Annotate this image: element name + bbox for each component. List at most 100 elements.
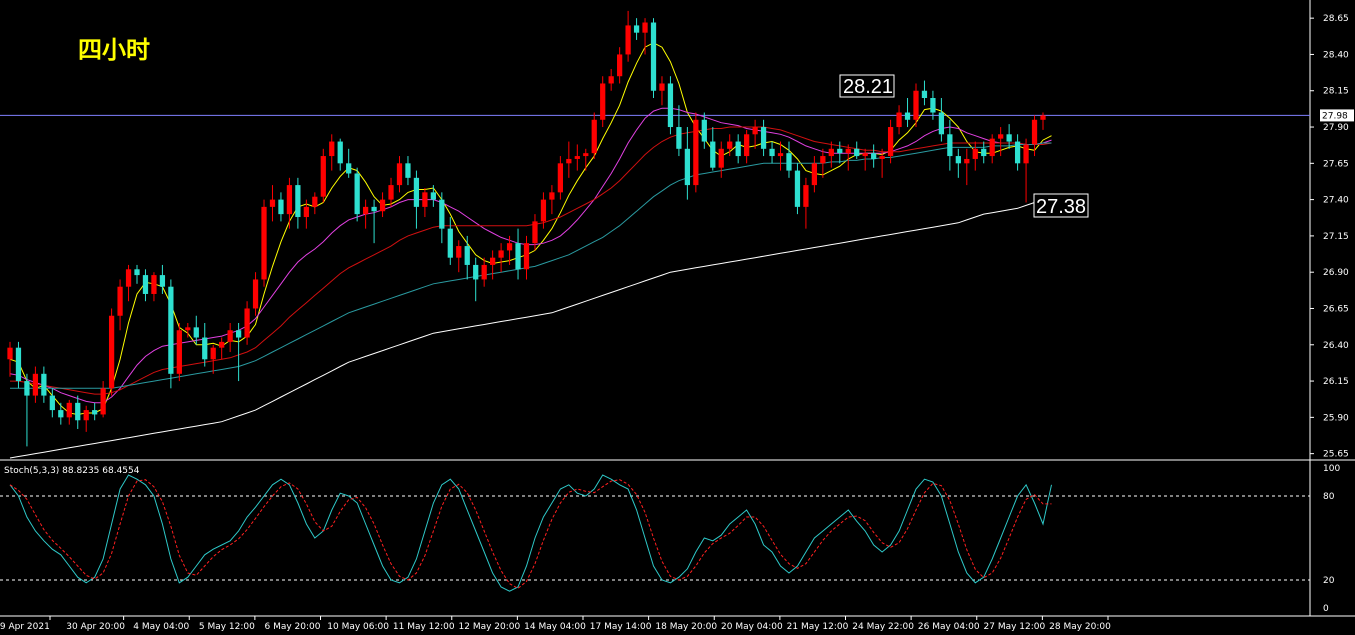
candle <box>286 177 293 229</box>
candle <box>904 98 911 128</box>
candle <box>540 192 547 229</box>
stoch-title: Stoch(5,3,3) 88.8235 68.4554 <box>4 466 140 476</box>
candle-body <box>117 286 123 316</box>
stoch-main-line <box>9 474 1052 592</box>
candle-body <box>871 153 877 159</box>
candle-body <box>837 148 843 154</box>
candle <box>659 76 665 106</box>
candle-body <box>735 141 741 157</box>
candle <box>405 156 411 186</box>
candle-body <box>515 243 521 270</box>
stochastic-pane: 100 80 20 0 <box>0 464 1340 614</box>
candle-body <box>142 275 149 294</box>
time-tick-label: 26 May 04:00 <box>918 622 980 632</box>
price-axis: 28.65 28.40 28.15 27.90 27.65 27.40 27.15 26.90… <box>1310 14 1354 460</box>
candle-body <box>329 141 335 157</box>
candle <box>388 177 394 207</box>
candle <box>413 170 420 229</box>
candle <box>125 264 132 302</box>
candle <box>371 199 377 244</box>
candle <box>769 141 775 164</box>
candle <box>219 337 225 360</box>
price-tick-label: 26.65 <box>1323 304 1349 314</box>
price-tick-label: 25.90 <box>1323 413 1349 423</box>
candle-body <box>701 119 707 142</box>
candle <box>693 112 699 193</box>
candle <box>142 269 149 302</box>
candle <box>176 323 182 382</box>
candlestick-series <box>7 10 1046 447</box>
candle <box>193 315 199 345</box>
candle-body <box>396 163 403 186</box>
candle <box>811 156 818 193</box>
candle-body <box>938 112 945 135</box>
candle-body <box>269 199 276 207</box>
candle <box>134 264 140 284</box>
candle-body <box>7 347 13 360</box>
candle-body <box>744 134 750 157</box>
candle-body <box>481 264 487 280</box>
candle-body <box>422 192 428 207</box>
stoch-tick-label: 20 <box>1323 576 1335 586</box>
candle <box>227 323 233 353</box>
time-tick-label: 10 May 06:00 <box>327 622 389 632</box>
candle-body <box>49 395 55 411</box>
time-tick-label: 12 May 20:00 <box>459 622 521 632</box>
candle-body <box>388 185 394 200</box>
candle-body <box>718 148 724 168</box>
candle <box>625 10 631 62</box>
candle-body <box>261 206 267 280</box>
candle <box>591 112 597 159</box>
candle-body <box>66 402 72 418</box>
candle-body <box>583 153 589 157</box>
candle-body <box>803 185 809 207</box>
stoch-tick-label: 80 <box>1323 492 1335 502</box>
candle-body <box>108 315 115 389</box>
candle <box>752 119 758 149</box>
low-price-annotation: 27.38 <box>1033 193 1089 218</box>
candle-body <box>312 196 318 207</box>
candle-body <box>828 148 834 157</box>
candle <box>557 156 563 200</box>
candle-body <box>574 156 580 159</box>
candle-body <box>921 90 928 98</box>
candle <box>32 366 39 403</box>
candle <box>15 341 22 389</box>
price-tick-label: 28.15 <box>1323 87 1349 97</box>
candle-body <box>379 199 386 212</box>
candle <box>185 323 191 338</box>
candle-body <box>202 337 208 360</box>
candle <box>786 141 792 178</box>
candle <box>854 141 860 159</box>
candle-body <box>820 156 826 164</box>
price-tick-label: 27.15 <box>1323 232 1349 242</box>
time-tick-label: 29 Apr 2021 <box>0 622 50 632</box>
candle <box>100 381 106 418</box>
candle-body <box>659 83 665 91</box>
candle-body <box>456 246 462 258</box>
time-tick-label: 6 May 20:00 <box>265 622 321 632</box>
candle <box>871 144 877 168</box>
candle-body <box>337 141 343 164</box>
candle <box>1006 124 1012 149</box>
candle-body <box>295 185 301 218</box>
moving-average-line <box>9 42 1052 416</box>
candle-body <box>151 275 157 294</box>
candle <box>456 240 462 273</box>
candle <box>49 388 55 418</box>
candle <box>75 395 81 429</box>
candle-body <box>947 134 953 157</box>
candle <box>439 192 445 244</box>
time-tick-label: 11 May 12:00 <box>393 622 455 632</box>
candle <box>913 83 919 128</box>
candle <box>329 134 335 171</box>
candle <box>617 47 623 84</box>
candle <box>151 272 157 302</box>
candle <box>845 144 851 171</box>
candle-body <box>811 163 818 186</box>
time-tick-label: 28 May 20:00 <box>1049 622 1111 632</box>
candle-body <box>1040 115 1046 120</box>
candle-body <box>125 269 132 287</box>
candle <box>159 264 166 294</box>
